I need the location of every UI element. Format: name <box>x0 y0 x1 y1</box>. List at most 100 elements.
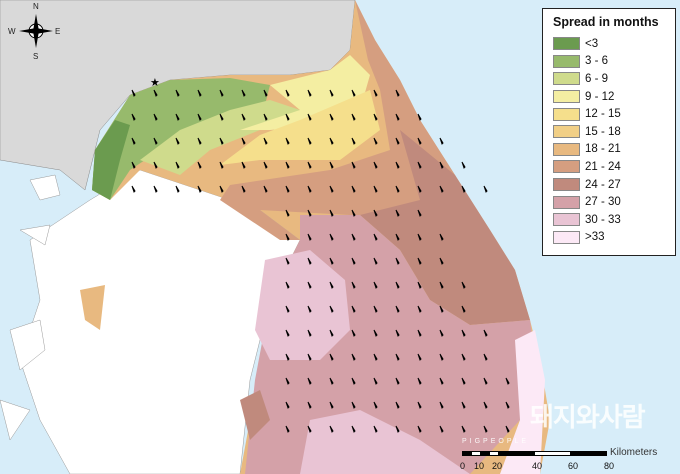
wind-arrow <box>285 137 290 145</box>
wind-arrow <box>131 137 136 145</box>
wind-arrow <box>373 401 378 409</box>
wind-arrow <box>307 185 312 193</box>
wind-arrow <box>131 89 136 97</box>
wind-arrow <box>373 305 378 313</box>
wind-arrow <box>329 401 334 409</box>
wind-arrow <box>329 377 334 385</box>
compass-n: N <box>33 2 39 11</box>
wind-arrow <box>351 281 356 289</box>
wind-arrow <box>417 257 422 265</box>
legend-swatch <box>553 178 580 192</box>
wind-arrow <box>307 89 312 97</box>
wind-arrow <box>395 185 400 193</box>
wind-arrow <box>395 257 400 265</box>
legend-label: 24 - 27 <box>585 178 621 191</box>
legend-label: 3 - 6 <box>585 55 609 68</box>
wind-arrow <box>175 161 180 169</box>
wind-arrow <box>373 113 378 121</box>
legend-item: 30 - 33 <box>553 211 675 229</box>
wind-arrow <box>219 89 224 97</box>
wind-arrow <box>483 425 488 433</box>
wind-arrow <box>241 89 246 97</box>
legend-label: 12 - 15 <box>585 108 621 121</box>
wind-arrow <box>329 353 334 361</box>
wind-arrow <box>307 401 312 409</box>
wind-arrow <box>307 305 312 313</box>
wind-arrow <box>351 305 356 313</box>
wind-arrow <box>417 377 422 385</box>
wind-arrow <box>417 137 422 145</box>
wind-arrow <box>153 161 158 169</box>
island-zone <box>80 285 105 330</box>
compass-w: W <box>8 27 16 36</box>
wind-arrow <box>131 161 136 169</box>
wind-arrow <box>373 425 378 433</box>
scale-tick: 60 <box>568 461 579 471</box>
legend-swatch <box>553 142 580 156</box>
legend-label: 18 - 21 <box>585 143 621 156</box>
wind-arrow <box>351 185 356 193</box>
wind-arrow <box>307 353 312 361</box>
legend-label: 15 - 18 <box>585 125 621 138</box>
wind-arrow <box>307 425 312 433</box>
wind-arrow <box>395 209 400 217</box>
wind-arrow <box>351 161 356 169</box>
wind-arrow <box>417 425 422 433</box>
wind-arrow <box>395 329 400 337</box>
wind-arrow <box>351 353 356 361</box>
wind-arrow <box>351 377 356 385</box>
wind-arrow <box>417 161 422 169</box>
wind-arrow <box>373 137 378 145</box>
wind-arrow <box>285 89 290 97</box>
scale-tick: 20 <box>492 461 503 471</box>
wind-arrow <box>351 113 356 121</box>
legend-swatch <box>553 160 580 174</box>
legend-label: 27 - 30 <box>585 196 621 209</box>
wind-arrow <box>417 329 422 337</box>
wind-arrow <box>131 185 136 193</box>
wind-arrow <box>197 113 202 121</box>
legend-item: 15 - 18 <box>553 123 675 141</box>
legend-swatch <box>553 90 580 104</box>
wind-arrow <box>483 401 488 409</box>
legend-item: 24 - 27 <box>553 176 675 194</box>
wind-arrow <box>285 257 290 265</box>
wind-arrow <box>263 185 268 193</box>
wind-arrow <box>417 401 422 409</box>
legend-item: 12 - 15 <box>553 105 675 123</box>
wind-arrow <box>285 425 290 433</box>
wind-arrow <box>153 185 158 193</box>
wind-arrow <box>461 425 466 433</box>
legend-item: >33 <box>553 229 675 247</box>
wind-arrow <box>219 185 224 193</box>
wind-arrow <box>439 137 444 145</box>
wind-arrow <box>395 137 400 145</box>
wind-arrow <box>329 161 334 169</box>
wind-arrow <box>285 281 290 289</box>
wind-arrow <box>461 161 466 169</box>
legend-swatch <box>553 230 580 244</box>
wind-arrow <box>373 281 378 289</box>
wind-arrow <box>417 209 422 217</box>
wind-arrow <box>241 137 246 145</box>
legend-item: 18 - 21 <box>553 141 675 159</box>
wind-arrow <box>307 377 312 385</box>
wind-arrow <box>417 281 422 289</box>
wind-arrow <box>197 185 202 193</box>
wind-arrow <box>219 161 224 169</box>
wind-arrow <box>483 377 488 385</box>
legend-item: 9 - 12 <box>553 88 675 106</box>
wind-arrow <box>351 425 356 433</box>
wind-arrow <box>285 305 290 313</box>
legend-swatch <box>553 125 580 139</box>
watermark: 돼지와사람 <box>530 402 646 432</box>
wind-arrow <box>175 137 180 145</box>
legend-swatch <box>553 195 580 209</box>
wind-arrow <box>175 89 180 97</box>
wind-arrow <box>395 353 400 361</box>
wind-arrows <box>131 89 510 433</box>
wind-arrow <box>285 185 290 193</box>
wind-arrow <box>241 185 246 193</box>
legend-item: 21 - 24 <box>553 158 675 176</box>
